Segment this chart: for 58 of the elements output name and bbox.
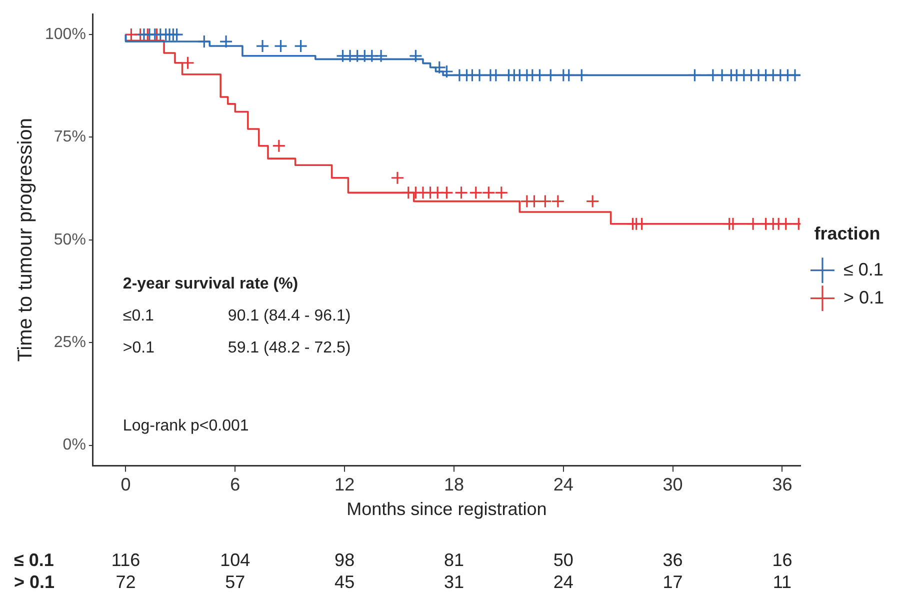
text: 72 bbox=[116, 572, 136, 592]
annotation: >0.1 bbox=[122, 339, 155, 356]
annotation: ≤0.1 bbox=[122, 307, 154, 324]
point bbox=[170, 28, 184, 42]
point bbox=[440, 186, 454, 200]
x-axis-title: Months since registration bbox=[346, 499, 547, 520]
text: 11 bbox=[772, 572, 792, 592]
point bbox=[454, 186, 468, 200]
text: 116 bbox=[111, 550, 140, 570]
text: 81 bbox=[444, 550, 464, 570]
point bbox=[374, 49, 388, 63]
annotation: 90.1 (84.4 - 96.1) bbox=[228, 307, 351, 324]
text: 31 bbox=[444, 572, 464, 592]
legend-label: > 0.1 bbox=[843, 287, 884, 308]
text: 17 bbox=[662, 572, 683, 592]
point bbox=[586, 194, 600, 208]
point bbox=[219, 34, 233, 48]
y-tick-label: 0% bbox=[62, 436, 86, 454]
point bbox=[180, 56, 195, 70]
point bbox=[294, 39, 308, 53]
text: 36 bbox=[662, 550, 683, 570]
point bbox=[494, 186, 508, 200]
legend-title: fraction bbox=[814, 224, 880, 244]
point bbox=[482, 186, 496, 200]
point bbox=[469, 186, 483, 200]
y-tick-label: 25% bbox=[54, 334, 86, 351]
text: 104 bbox=[220, 550, 250, 570]
legend-label: ≤ 0.1 bbox=[843, 259, 884, 280]
point bbox=[551, 194, 565, 208]
x-tick-label: 12 bbox=[334, 474, 355, 495]
text: 24 bbox=[553, 572, 574, 592]
x-tick-label: 6 bbox=[230, 474, 240, 495]
point bbox=[256, 39, 270, 53]
x-tick-label: 18 bbox=[444, 474, 464, 495]
text: 45 bbox=[334, 572, 355, 592]
y-tick-label: 75% bbox=[54, 128, 86, 146]
text: > 0.1 bbox=[14, 572, 55, 592]
x-tick-label: 24 bbox=[553, 474, 574, 495]
y-tick-label: 50% bbox=[54, 231, 86, 248]
point bbox=[408, 49, 422, 63]
text: 98 bbox=[334, 550, 355, 570]
point bbox=[527, 194, 542, 208]
point bbox=[274, 39, 288, 53]
annotation: Log-rank p<0.001 bbox=[122, 417, 249, 434]
y-axis-title: Time to tumour progression bbox=[14, 118, 37, 362]
point bbox=[538, 194, 552, 208]
point bbox=[272, 139, 286, 153]
x-tick-label: 30 bbox=[662, 474, 683, 495]
annotation: 59.1 (48.2 - 72.5) bbox=[228, 339, 351, 356]
annotation: 2-year survival rate (%) bbox=[122, 275, 298, 292]
x-tick-label: 0 bbox=[120, 474, 131, 495]
text: 57 bbox=[225, 572, 246, 592]
point bbox=[390, 171, 404, 185]
text: ≤ 0.1 bbox=[14, 550, 54, 570]
text: 16 bbox=[772, 550, 792, 570]
x-tick-label: 36 bbox=[772, 474, 792, 495]
y-tick-label: 100% bbox=[45, 26, 86, 43]
text: 50 bbox=[553, 550, 574, 570]
